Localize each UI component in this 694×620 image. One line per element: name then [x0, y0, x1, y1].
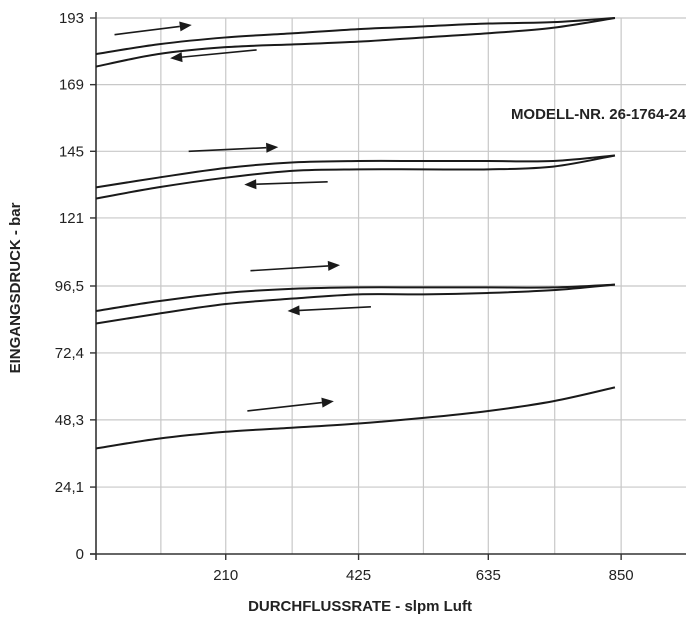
- direction-arrow-3: [188, 142, 279, 153]
- tick-labels: 0 24,1 48,3 72,4 96,5 121 145 169 193 210 425 635 85…: [55, 10, 634, 584]
- direction-arrow-6: [287, 305, 371, 316]
- y-tick-label: 145: [59, 143, 84, 160]
- series-line-1: [95, 17, 616, 56]
- direction-arrow-1: [114, 21, 192, 36]
- direction-arrow-4: [244, 179, 328, 190]
- series-line-7: [95, 386, 616, 450]
- series-line-6: [95, 283, 616, 325]
- y-tick-label: 0: [76, 546, 84, 563]
- y-tick-label: 169: [59, 77, 84, 94]
- direction-arrows: [114, 21, 371, 412]
- chart-axes: [90, 12, 686, 560]
- model-number-annotation: MODELL-NR. 26-1764-24: [511, 106, 687, 123]
- y-tick-label: 121: [59, 210, 84, 227]
- series-line-2: [95, 17, 616, 68]
- y-tick-label: 96,5: [55, 278, 84, 295]
- y-tick-label: 193: [59, 10, 84, 27]
- y-axis-title: EINGANGSDRUCK - bar: [7, 202, 24, 373]
- x-tick-label: 425: [346, 567, 371, 584]
- series-line-4: [95, 154, 616, 200]
- y-tick-label: 48,3: [55, 412, 84, 429]
- x-tick-label: 210: [213, 567, 238, 584]
- direction-arrow-2: [170, 49, 257, 63]
- x-tick-label: 635: [476, 567, 501, 584]
- y-tick-label: 24,1: [55, 479, 84, 496]
- direction-arrow-5: [250, 260, 341, 272]
- chart-grid: [96, 17, 686, 554]
- x-tick-label: 850: [609, 567, 634, 584]
- series-line-3: [95, 154, 616, 189]
- chart-series: [95, 17, 616, 450]
- direction-arrow-7: [247, 397, 334, 412]
- y-tick-label: 72,4: [55, 345, 84, 362]
- x-axis-title: DURCHFLUSSRATE - slpm Luft: [248, 598, 472, 615]
- series-line-5: [95, 283, 615, 312]
